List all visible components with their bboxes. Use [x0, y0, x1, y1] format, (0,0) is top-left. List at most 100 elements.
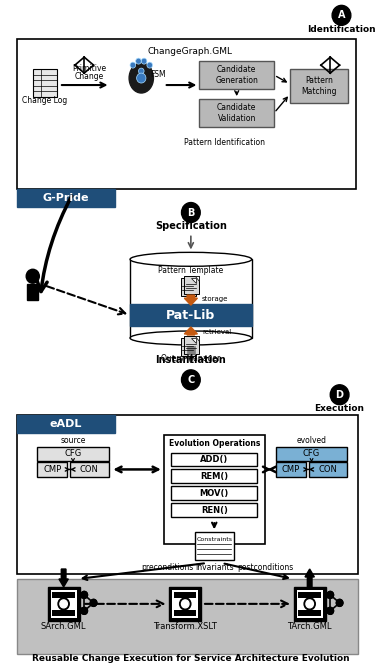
Bar — [48, 587, 79, 621]
Text: B: B — [187, 208, 194, 218]
Polygon shape — [194, 336, 199, 341]
Text: Execution: Execution — [315, 404, 364, 413]
Polygon shape — [191, 338, 196, 343]
Bar — [181, 338, 196, 356]
Circle shape — [90, 599, 97, 607]
Ellipse shape — [130, 331, 252, 345]
FancyArrowPatch shape — [134, 67, 136, 75]
Bar — [17, 579, 358, 654]
Bar — [169, 587, 201, 621]
Bar — [70, 462, 108, 478]
Bar — [294, 587, 325, 621]
Circle shape — [332, 5, 351, 25]
Bar — [37, 462, 67, 478]
Text: MOV(): MOV() — [200, 489, 229, 498]
Text: Pattern Template: Pattern Template — [158, 266, 223, 275]
Circle shape — [90, 599, 97, 607]
Text: CFG: CFG — [303, 449, 320, 458]
FancyArrow shape — [27, 284, 38, 300]
Text: CMP: CMP — [282, 465, 300, 474]
Circle shape — [327, 607, 333, 615]
Bar — [172, 590, 198, 618]
Text: eADL: eADL — [49, 419, 82, 429]
Text: REN(): REN() — [201, 506, 228, 515]
Bar — [37, 446, 108, 462]
Circle shape — [180, 598, 191, 610]
Circle shape — [330, 385, 349, 405]
Bar — [17, 188, 115, 206]
Circle shape — [26, 269, 39, 283]
Circle shape — [81, 591, 87, 599]
Bar — [199, 61, 274, 89]
Bar — [276, 446, 347, 462]
Circle shape — [181, 370, 200, 389]
FancyArrowPatch shape — [146, 67, 149, 75]
Circle shape — [304, 598, 315, 610]
Text: Identification: Identification — [307, 25, 376, 34]
Bar — [171, 503, 257, 517]
Bar — [174, 610, 196, 616]
Bar — [276, 462, 306, 478]
Bar — [184, 336, 199, 354]
Bar — [171, 452, 257, 466]
Circle shape — [81, 591, 87, 599]
Text: source: source — [60, 436, 86, 445]
Text: G-Pride: G-Pride — [42, 192, 89, 202]
Bar — [164, 435, 265, 544]
Bar — [298, 592, 321, 598]
Bar — [194, 532, 234, 560]
Text: Candidate
Generation: Candidate Generation — [215, 65, 258, 85]
Circle shape — [141, 58, 147, 64]
Circle shape — [181, 600, 189, 608]
Text: TArch.GML: TArch.GML — [287, 623, 332, 631]
Polygon shape — [194, 277, 199, 281]
Text: Pattern
Matching: Pattern Matching — [301, 76, 337, 96]
Text: postconditions: postconditions — [238, 562, 294, 572]
FancyArrow shape — [184, 327, 197, 335]
Circle shape — [138, 68, 144, 74]
Bar — [52, 610, 75, 616]
Text: invariants: invariants — [195, 562, 233, 572]
Text: ADD(): ADD() — [200, 455, 228, 464]
Text: C: C — [187, 375, 194, 385]
Text: Pattern Identification: Pattern Identification — [184, 138, 265, 148]
Bar — [290, 69, 348, 103]
Circle shape — [317, 599, 324, 607]
Text: CON: CON — [79, 465, 98, 474]
Bar — [296, 590, 323, 618]
Bar — [171, 470, 257, 484]
Circle shape — [136, 58, 141, 64]
Text: Primitive: Primitive — [72, 63, 106, 73]
Circle shape — [327, 591, 333, 599]
Bar — [17, 415, 115, 433]
Bar — [130, 304, 252, 326]
Text: D: D — [336, 389, 344, 399]
Bar — [181, 279, 196, 296]
Bar — [309, 462, 347, 478]
Text: evolved: evolved — [296, 436, 327, 445]
Polygon shape — [191, 279, 196, 283]
Circle shape — [130, 62, 136, 68]
FancyArrowPatch shape — [143, 64, 144, 71]
Text: FSM: FSM — [150, 69, 166, 79]
Text: Instantiation: Instantiation — [155, 355, 226, 365]
Text: CFG: CFG — [64, 449, 82, 458]
Circle shape — [306, 600, 313, 608]
Bar — [174, 592, 196, 598]
Circle shape — [336, 599, 343, 607]
Text: SArch.GML: SArch.GML — [41, 623, 86, 631]
Bar — [33, 69, 57, 97]
Text: Change: Change — [74, 71, 104, 81]
Circle shape — [181, 202, 200, 222]
Bar — [17, 39, 356, 188]
Text: Transform.XSLT: Transform.XSLT — [153, 623, 217, 631]
Text: ChangeGraph.GML: ChangeGraph.GML — [147, 47, 232, 55]
Text: CON: CON — [318, 465, 337, 474]
Bar — [171, 486, 257, 500]
Circle shape — [327, 607, 333, 615]
Bar — [184, 277, 199, 294]
Text: Reusable Change Execution for Service Architecture Evolution: Reusable Change Execution for Service Ar… — [32, 654, 350, 663]
Text: REM(): REM() — [200, 472, 228, 481]
FancyArrow shape — [59, 569, 68, 587]
Bar — [17, 415, 358, 574]
